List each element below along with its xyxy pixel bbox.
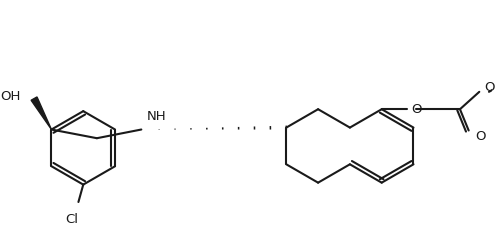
Text: NH: NH <box>147 110 167 123</box>
Text: Cl: Cl <box>65 212 78 225</box>
Text: OH: OH <box>0 90 20 103</box>
Text: O: O <box>475 129 486 142</box>
Text: O: O <box>484 80 495 93</box>
Polygon shape <box>31 98 51 130</box>
Text: O: O <box>412 102 422 115</box>
